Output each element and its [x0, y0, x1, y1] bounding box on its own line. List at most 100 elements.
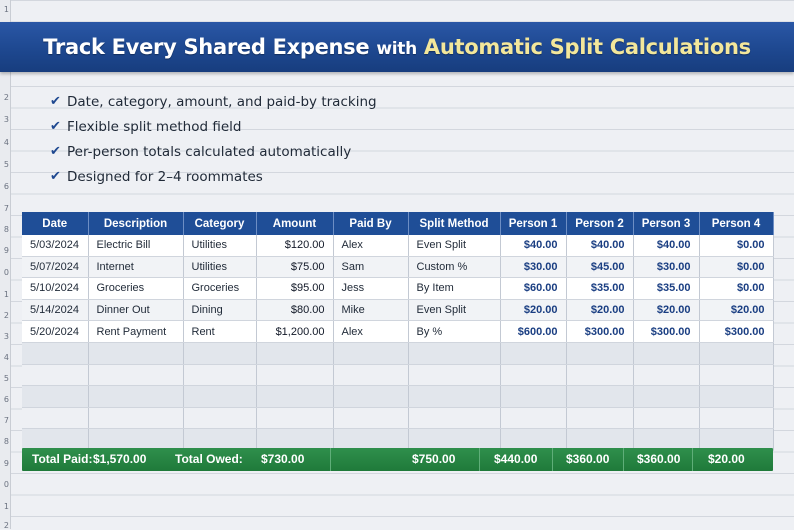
cell-person-4[interactable]: $20.00: [699, 299, 774, 322]
total-person-value[interactable]: $360.00: [637, 452, 681, 466]
cell-person-1[interactable]: $60.00: [500, 277, 567, 300]
column-header-category[interactable]: Category: [183, 212, 257, 235]
cell-person-4[interactable]: $0.00: [699, 235, 774, 257]
cell-person-1[interactable]: $30.00: [500, 256, 567, 279]
cell-amount[interactable]: $1,200.00: [256, 320, 334, 343]
cell-category[interactable]: Groceries: [183, 277, 257, 300]
empty-cell[interactable]: [22, 342, 89, 365]
empty-cell[interactable]: [333, 385, 409, 408]
empty-cell[interactable]: [633, 364, 700, 387]
empty-table-row[interactable]: [22, 364, 774, 387]
empty-cell[interactable]: [333, 342, 409, 365]
empty-cell[interactable]: [566, 385, 634, 408]
empty-cell[interactable]: [633, 342, 700, 365]
empty-cell[interactable]: [88, 385, 184, 408]
total-person-value[interactable]: $440.00: [494, 452, 538, 466]
cell-person-3[interactable]: $40.00: [633, 235, 700, 257]
cell-person-3[interactable]: $20.00: [633, 299, 700, 322]
empty-cell[interactable]: [408, 342, 501, 365]
cell-split-method[interactable]: By Item: [408, 277, 501, 300]
cell-date[interactable]: 5/20/2024: [22, 320, 89, 343]
empty-cell[interactable]: [333, 407, 409, 430]
empty-cell[interactable]: [256, 364, 334, 387]
empty-cell[interactable]: [22, 385, 89, 408]
column-header-paid-by[interactable]: Paid By: [333, 212, 409, 235]
cell-paid-by[interactable]: Jess: [333, 277, 409, 300]
cell-person-4[interactable]: $0.00: [699, 277, 774, 300]
cell-amount[interactable]: $80.00: [256, 299, 334, 322]
cell-category[interactable]: Utilities: [183, 256, 257, 279]
empty-cell[interactable]: [256, 407, 334, 430]
empty-cell[interactable]: [699, 364, 774, 387]
empty-cell[interactable]: [183, 342, 257, 365]
empty-cell[interactable]: [88, 342, 184, 365]
total-person-value[interactable]: $360.00: [566, 452, 610, 466]
cell-paid-by[interactable]: Mike: [333, 299, 409, 322]
cell-amount[interactable]: $95.00: [256, 277, 334, 300]
cell-amount[interactable]: $75.00: [256, 256, 334, 279]
empty-cell[interactable]: [699, 385, 774, 408]
empty-table-row[interactable]: [22, 342, 774, 365]
cell-person-1[interactable]: $20.00: [500, 299, 567, 322]
empty-cell[interactable]: [408, 364, 501, 387]
cell-person-3[interactable]: $30.00: [633, 256, 700, 279]
total-paid-value[interactable]: $1,570.00: [93, 452, 147, 466]
empty-cell[interactable]: [500, 342, 567, 365]
empty-cell[interactable]: [408, 428, 501, 451]
empty-cell[interactable]: [183, 407, 257, 430]
empty-cell[interactable]: [22, 364, 89, 387]
cell-date[interactable]: 5/14/2024: [22, 299, 89, 322]
cell-person-2[interactable]: $300.00: [566, 320, 634, 343]
empty-cell[interactable]: [408, 385, 501, 408]
cell-split-method[interactable]: By %: [408, 320, 501, 343]
empty-cell[interactable]: [256, 342, 334, 365]
empty-cell[interactable]: [256, 428, 334, 451]
cell-description[interactable]: Dinner Out: [88, 299, 184, 322]
cell-person-3[interactable]: $35.00: [633, 277, 700, 300]
cell-description[interactable]: Rent Payment: [88, 320, 184, 343]
empty-cell[interactable]: [500, 385, 567, 408]
empty-cell[interactable]: [699, 428, 774, 451]
table-row[interactable]: 5/10/2024 Groceries Groceries $95.00 Jess By …: [22, 277, 774, 300]
cell-person-4[interactable]: $0.00: [699, 256, 774, 279]
empty-cell[interactable]: [699, 407, 774, 430]
cell-category[interactable]: Rent: [183, 320, 257, 343]
cell-person-1[interactable]: $600.00: [500, 320, 567, 343]
empty-cell[interactable]: [22, 407, 89, 430]
cell-person-2[interactable]: $45.00: [566, 256, 634, 279]
cell-category[interactable]: Utilities: [183, 235, 257, 257]
cell-description[interactable]: Electric Bill: [88, 235, 184, 257]
column-header-person-4[interactable]: Person 4: [699, 212, 774, 235]
cell-person-4[interactable]: $300.00: [699, 320, 774, 343]
column-header-split-method[interactable]: Split Method: [408, 212, 501, 235]
empty-cell[interactable]: [88, 407, 184, 430]
empty-cell[interactable]: [699, 342, 774, 365]
cell-person-2[interactable]: $20.00: [566, 299, 634, 322]
empty-cell[interactable]: [633, 407, 700, 430]
empty-cell[interactable]: [566, 364, 634, 387]
empty-cell[interactable]: [500, 364, 567, 387]
cell-split-method[interactable]: Even Split: [408, 235, 501, 257]
empty-cell[interactable]: [333, 364, 409, 387]
cell-person-2[interactable]: $35.00: [566, 277, 634, 300]
cell-paid-by[interactable]: Alex: [333, 235, 409, 257]
column-header-description[interactable]: Description: [88, 212, 184, 235]
cell-person-3[interactable]: $300.00: [633, 320, 700, 343]
cell-person-1[interactable]: $40.00: [500, 235, 567, 257]
empty-table-row[interactable]: [22, 407, 774, 430]
cell-date[interactable]: 5/07/2024: [22, 256, 89, 279]
empty-cell[interactable]: [566, 342, 634, 365]
table-row[interactable]: 5/20/2024 Rent Payment Rent $1,200.00 Alex By…: [22, 320, 774, 343]
empty-cell[interactable]: [183, 385, 257, 408]
table-row[interactable]: 5/03/2024 Electric Bill Utilities $120.00 Al…: [22, 235, 774, 257]
empty-cell[interactable]: [633, 385, 700, 408]
empty-cell[interactable]: [566, 407, 634, 430]
cell-split-method[interactable]: Custom %: [408, 256, 501, 279]
empty-cell[interactable]: [500, 407, 567, 430]
column-header-amount[interactable]: Amount: [256, 212, 334, 235]
cell-person-2[interactable]: $40.00: [566, 235, 634, 257]
column-header-person-1[interactable]: Person 1: [500, 212, 567, 235]
total-owed-value[interactable]: $730.00: [261, 452, 305, 466]
table-row[interactable]: 5/14/2024 Dinner Out Dining $80.00 Mike Even …: [22, 299, 774, 322]
column-header-person-3[interactable]: Person 3: [633, 212, 700, 235]
